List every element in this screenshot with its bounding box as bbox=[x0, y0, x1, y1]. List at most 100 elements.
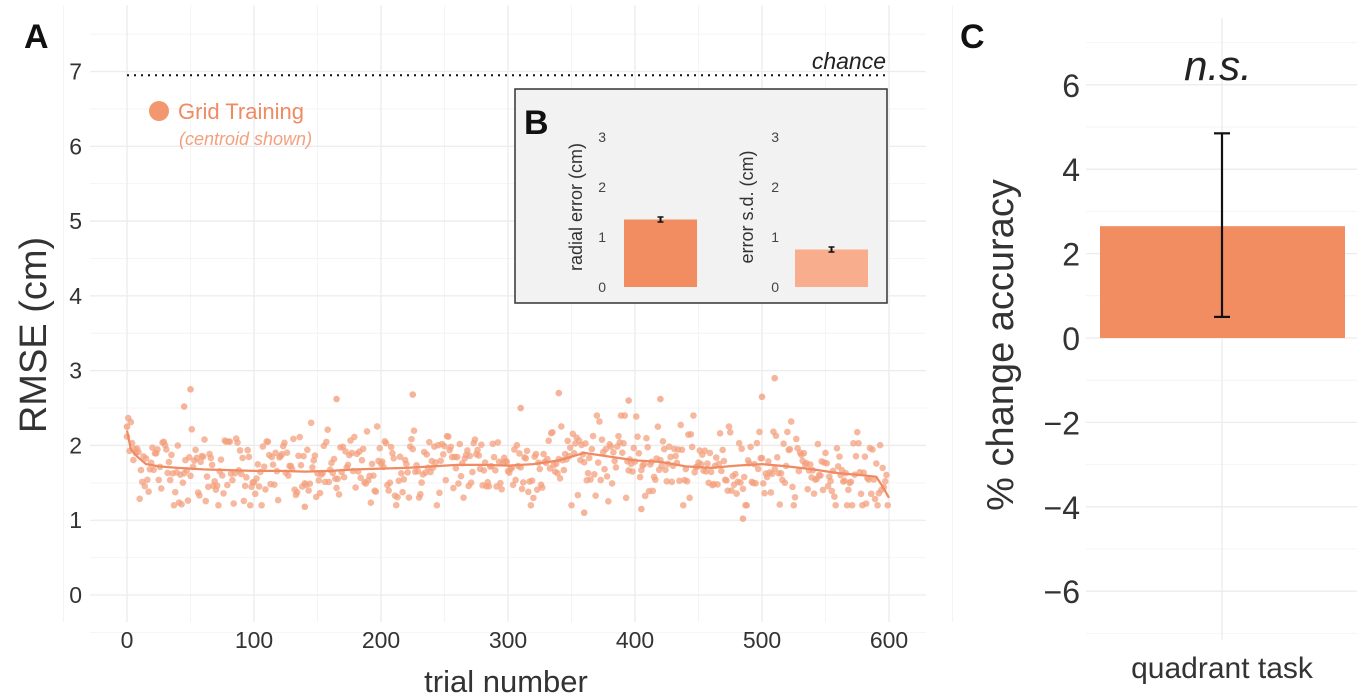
data-point bbox=[130, 456, 137, 464]
data-point bbox=[619, 449, 626, 456]
panel-b-bars bbox=[624, 216, 868, 287]
data-point bbox=[580, 459, 588, 466]
data-point bbox=[315, 477, 323, 484]
data-point bbox=[704, 460, 711, 467]
data-point bbox=[533, 486, 541, 493]
y-tick-label: 2 bbox=[69, 432, 82, 458]
data-point bbox=[398, 470, 405, 477]
data-point bbox=[850, 439, 857, 447]
data-point bbox=[517, 404, 524, 412]
c-y-tick-label: −4 bbox=[1044, 490, 1080, 526]
data-point bbox=[635, 449, 643, 457]
data-point bbox=[592, 492, 599, 499]
legend-dot bbox=[149, 101, 169, 121]
data-point bbox=[475, 452, 483, 459]
data-point bbox=[509, 481, 517, 489]
inset-y-tick-label: 0 bbox=[771, 279, 779, 295]
data-point bbox=[679, 501, 687, 509]
data-point bbox=[832, 501, 839, 509]
data-point bbox=[662, 466, 669, 474]
data-point bbox=[300, 452, 307, 460]
data-point bbox=[485, 483, 493, 490]
chance-label: chance bbox=[812, 48, 886, 74]
data-point bbox=[530, 494, 537, 502]
data-point bbox=[149, 444, 156, 452]
data-point bbox=[489, 440, 497, 448]
data-point bbox=[665, 443, 673, 451]
data-point bbox=[622, 494, 630, 502]
data-point bbox=[528, 477, 536, 484]
data-point bbox=[230, 500, 237, 507]
data-point bbox=[861, 453, 869, 460]
data-point bbox=[387, 443, 395, 451]
data-point bbox=[564, 437, 571, 445]
inset-y-tick-label: 2 bbox=[598, 179, 606, 195]
data-point bbox=[867, 490, 875, 498]
inset-bar bbox=[624, 219, 697, 287]
data-point bbox=[752, 479, 759, 487]
data-point bbox=[848, 501, 856, 509]
panel-c: −6 −4 −2 0 2 4 6 C n.s. % change accuracy quad… bbox=[960, 18, 1357, 685]
data-point bbox=[536, 465, 544, 473]
data-point bbox=[512, 476, 519, 484]
data-point bbox=[522, 455, 530, 462]
data-point bbox=[792, 435, 800, 443]
data-point bbox=[284, 472, 292, 479]
data-point bbox=[518, 485, 526, 493]
data-point bbox=[316, 489, 324, 497]
x-tick-label: 300 bbox=[489, 627, 527, 653]
data-point bbox=[707, 468, 715, 476]
data-point bbox=[566, 444, 574, 452]
data-point bbox=[836, 453, 843, 460]
data-point bbox=[629, 468, 636, 475]
data-point bbox=[776, 501, 784, 508]
data-point bbox=[676, 477, 683, 485]
data-point bbox=[236, 447, 244, 454]
data-point bbox=[498, 485, 505, 493]
data-point bbox=[145, 488, 152, 496]
data-point bbox=[558, 423, 565, 430]
data-point bbox=[715, 460, 723, 468]
data-point bbox=[224, 481, 231, 489]
data-point bbox=[330, 455, 338, 463]
data-point bbox=[822, 449, 829, 457]
data-point bbox=[441, 442, 448, 450]
inset-y-tick-label: 3 bbox=[771, 129, 779, 145]
data-point bbox=[180, 403, 188, 410]
data-point bbox=[418, 479, 425, 486]
panel-c-letter: C bbox=[960, 18, 985, 56]
panel-a-letter: A bbox=[24, 18, 49, 56]
data-point bbox=[450, 484, 457, 492]
data-point bbox=[687, 430, 695, 438]
data-point bbox=[781, 479, 789, 487]
data-point bbox=[358, 456, 366, 464]
data-point bbox=[855, 439, 862, 447]
data-point bbox=[718, 467, 725, 475]
data-point bbox=[311, 452, 319, 459]
data-point bbox=[240, 497, 248, 505]
legend: Grid Training (centroid shown) bbox=[149, 99, 312, 149]
data-point bbox=[456, 440, 464, 448]
data-point bbox=[297, 461, 305, 469]
data-point bbox=[753, 439, 761, 447]
data-point bbox=[719, 446, 726, 454]
data-point bbox=[244, 446, 251, 454]
data-point bbox=[192, 446, 199, 454]
data-point bbox=[733, 490, 740, 497]
data-point bbox=[409, 391, 417, 398]
data-point bbox=[144, 476, 151, 484]
data-point bbox=[478, 441, 485, 448]
data-point bbox=[608, 480, 616, 487]
data-point bbox=[385, 487, 392, 494]
data-point bbox=[728, 487, 735, 494]
legend-label: Grid Training bbox=[178, 99, 304, 124]
data-point bbox=[756, 428, 763, 436]
data-point bbox=[862, 500, 870, 507]
data-point bbox=[720, 457, 728, 465]
data-point bbox=[439, 451, 447, 458]
data-point bbox=[188, 425, 196, 433]
data-point bbox=[281, 439, 288, 447]
data-point bbox=[591, 471, 598, 478]
data-point bbox=[556, 475, 564, 482]
x-tick-label: 100 bbox=[235, 627, 273, 653]
